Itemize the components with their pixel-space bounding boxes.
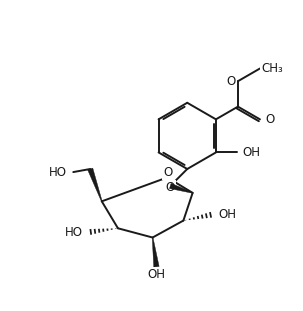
Text: O: O	[265, 113, 275, 126]
Text: OH: OH	[148, 268, 165, 281]
Polygon shape	[169, 183, 193, 193]
Text: OH: OH	[243, 146, 261, 159]
Polygon shape	[152, 238, 159, 267]
Text: O: O	[226, 75, 236, 88]
Text: O: O	[163, 165, 173, 179]
Text: HO: HO	[65, 225, 82, 239]
Text: HO: HO	[49, 165, 67, 179]
Text: OH: OH	[219, 208, 237, 221]
Text: O: O	[166, 181, 175, 194]
Polygon shape	[88, 168, 102, 202]
Text: CH₃: CH₃	[261, 62, 283, 75]
